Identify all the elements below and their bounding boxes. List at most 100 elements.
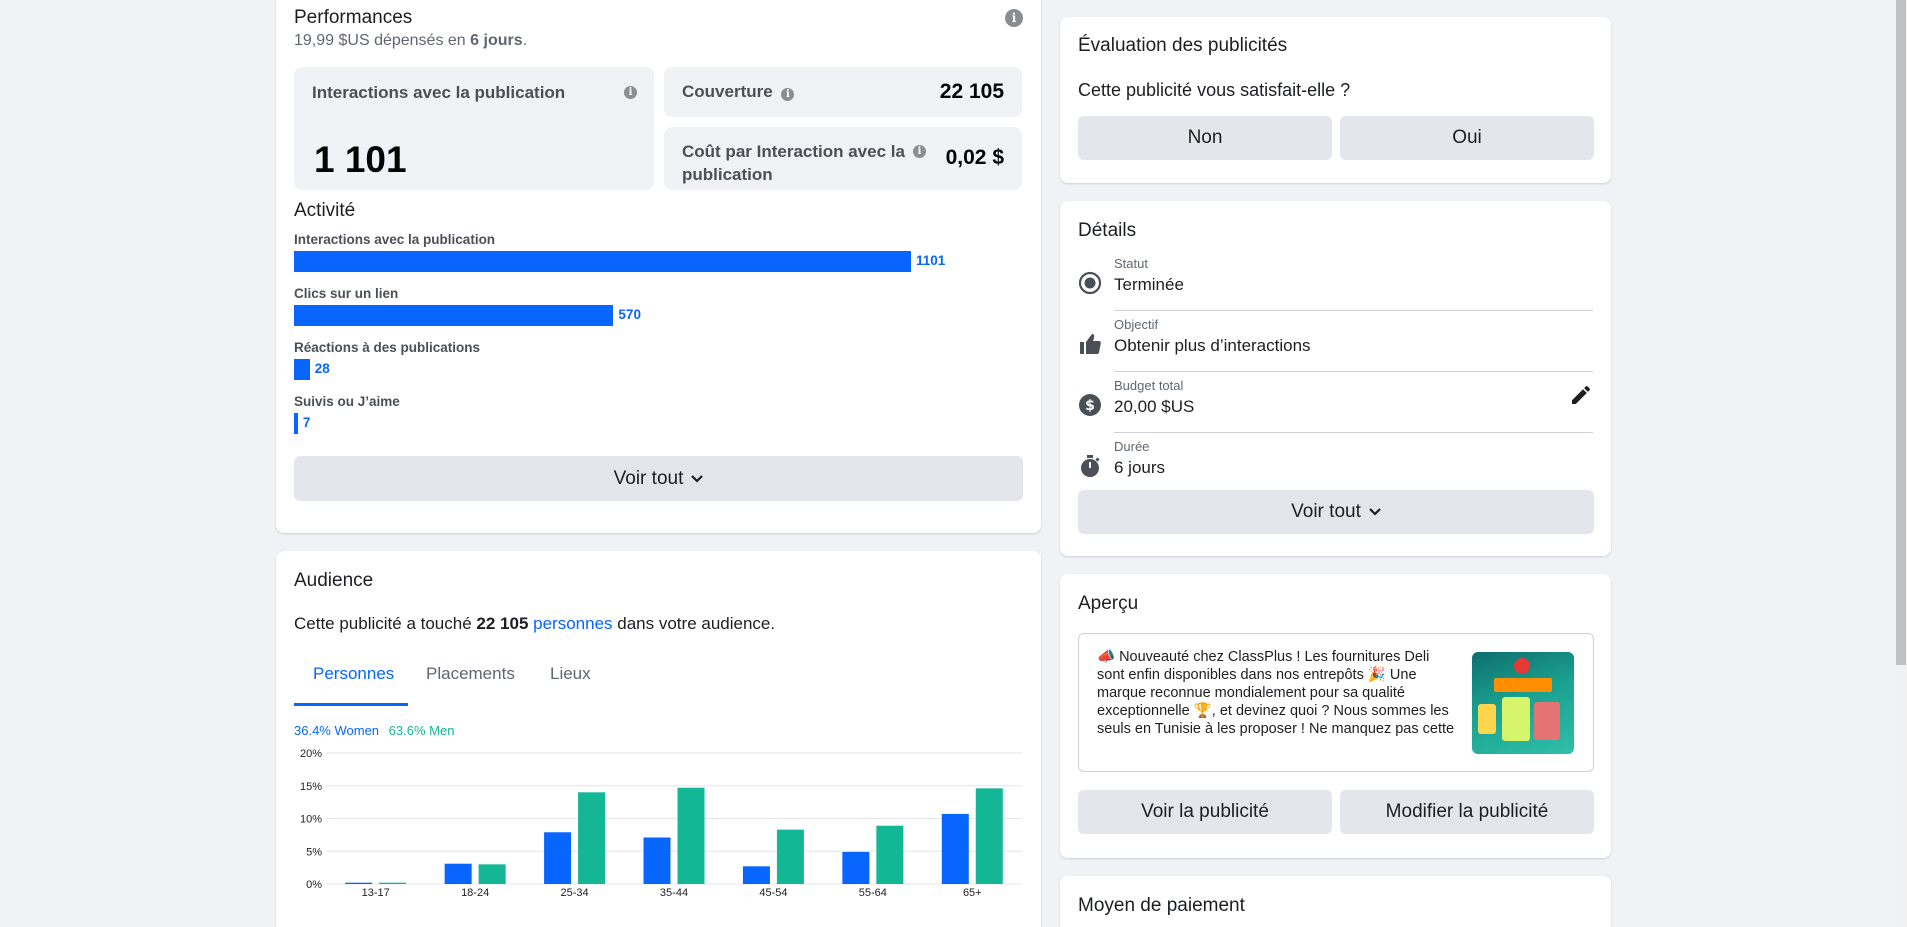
payment-title: Moyen de paiement bbox=[1078, 895, 1245, 916]
activity-bar bbox=[294, 359, 310, 380]
couverture-metric: Couverture i 22 105 bbox=[664, 67, 1022, 117]
audience-card: Audience Cette publicité a touché 22 105… bbox=[276, 551, 1041, 927]
ad-preview-text: 📣 Nouveauté chez ClassPlus ! Les fournit… bbox=[1097, 649, 1455, 737]
radio-status-icon bbox=[1078, 271, 1102, 295]
activity-see-all-button[interactable]: Voir tout bbox=[294, 456, 1023, 501]
y-tick-label: 10% bbox=[300, 814, 322, 826]
y-tick-label: 0% bbox=[306, 879, 322, 891]
cost-metric: Coût par Interaction avec la publication… bbox=[664, 127, 1022, 190]
yes-button[interactable]: Oui bbox=[1340, 116, 1594, 160]
women-bar bbox=[742, 866, 770, 884]
details-see-all-button[interactable]: Voir tout bbox=[1078, 490, 1594, 534]
x-tick-label: 55-64 bbox=[859, 887, 887, 899]
preview-card: Aperçu 📣 Nouveauté chez ClassPlus ! Les … bbox=[1060, 574, 1611, 858]
info-icon[interactable]: i bbox=[1005, 9, 1023, 27]
x-tick-label: 13-17 bbox=[362, 887, 390, 899]
men-bar bbox=[677, 787, 705, 884]
tab-lieux[interactable]: Lieux bbox=[550, 664, 591, 683]
interactions-metric: Interactions avec la publication i 1 101 bbox=[294, 67, 654, 190]
activity-bar bbox=[294, 251, 911, 272]
evaluation-title: Évaluation des publicités bbox=[1078, 35, 1288, 56]
detail-budget: $ Budget total 20,00 $US bbox=[1078, 373, 1593, 433]
edit-ad-button[interactable]: Modifier la publicité bbox=[1340, 790, 1594, 834]
men-bar bbox=[578, 792, 606, 884]
no-button[interactable]: Non bbox=[1078, 116, 1332, 160]
x-tick-label: 65+ bbox=[963, 887, 982, 899]
men-bar bbox=[876, 825, 904, 884]
cost-value: 0,02 $ bbox=[945, 146, 1004, 169]
couverture-value: 22 105 bbox=[939, 80, 1004, 103]
activity-value: 1101 bbox=[916, 253, 946, 268]
women-bar bbox=[444, 863, 472, 884]
view-ad-button[interactable]: Voir la publicité bbox=[1078, 790, 1332, 834]
preview-title: Aperçu bbox=[1078, 593, 1139, 614]
chevron-down-icon bbox=[1369, 508, 1381, 516]
page-scrollbar[interactable] bbox=[1895, 0, 1907, 927]
women-bar bbox=[941, 813, 969, 884]
women-bar bbox=[842, 851, 870, 884]
thumbnail-sticker bbox=[1478, 704, 1496, 734]
activity-title: Activité bbox=[294, 200, 356, 221]
info-icon[interactable]: i bbox=[781, 88, 795, 101]
tab-personnes-indicator bbox=[294, 703, 408, 706]
detail-objective: Objectif Obtenir plus d’interactions bbox=[1078, 312, 1593, 372]
y-tick-label: 20% bbox=[300, 748, 322, 760]
activity-label: Interactions avec la publication bbox=[294, 232, 496, 247]
thumbnail-pens bbox=[1534, 702, 1560, 740]
thumbs-up-icon bbox=[1080, 334, 1101, 354]
detail-status: Statut Terminée bbox=[1078, 251, 1593, 311]
activity-label: Réactions à des publications bbox=[294, 340, 481, 355]
activity-bar bbox=[294, 413, 298, 434]
couverture-label: Couverture i bbox=[682, 82, 795, 102]
activity-value: 7 bbox=[302, 415, 311, 430]
activity-value: 28 bbox=[314, 361, 330, 376]
brand-logo bbox=[1514, 658, 1530, 674]
y-tick-label: 5% bbox=[306, 846, 322, 858]
men-bar bbox=[776, 829, 804, 884]
women-bar bbox=[544, 832, 572, 884]
details-title: Détails bbox=[1078, 220, 1137, 241]
age-gender-chart: 0% 5% 10% 15% 20% 13-17 18-24 25-34 35-44 45-54 55… bbox=[300, 748, 1022, 899]
audience-title: Audience bbox=[294, 570, 374, 591]
pencil-edit-icon[interactable] bbox=[1569, 383, 1593, 407]
tab-personnes[interactable]: Personnes bbox=[313, 664, 395, 683]
stopwatch-icon bbox=[1081, 455, 1100, 477]
ad-thumbnail bbox=[1472, 652, 1574, 754]
evaluation-question: Cette publicité vous satisfait-elle ? bbox=[1078, 80, 1351, 100]
women-legend: 36.4% Women bbox=[294, 723, 380, 738]
activity-bar bbox=[294, 305, 614, 326]
svg-text:$: $ bbox=[1085, 398, 1095, 414]
people-link[interactable]: personnes bbox=[533, 614, 613, 633]
cost-label: Coût par Interaction avec la publication bbox=[682, 142, 905, 184]
details-card: Détails Statut Terminée Objectif Obtenir… bbox=[1060, 201, 1611, 556]
performance-card: Performances 19,99 $US dépensés en 6 jou… bbox=[276, 0, 1041, 533]
gender-legend: 36.4% Women 63.6% Men bbox=[294, 723, 454, 738]
women-bar bbox=[345, 882, 373, 884]
dollar-circle-icon: $ bbox=[1079, 394, 1101, 416]
info-icon[interactable]: i bbox=[624, 86, 637, 99]
men-legend: 63.6% Men bbox=[388, 723, 455, 738]
activity-value: 570 bbox=[618, 307, 641, 322]
thumbnail-banner bbox=[1494, 678, 1552, 692]
x-tick-label: 18-24 bbox=[461, 887, 489, 899]
activity-chart: Interactions avec la publication 1101 Clic… bbox=[294, 232, 994, 442]
performance-title: Performances bbox=[294, 7, 413, 28]
x-tick-label: 25-34 bbox=[561, 887, 589, 899]
women-bar bbox=[643, 837, 671, 884]
x-tick-label: 35-44 bbox=[660, 887, 688, 899]
men-bar bbox=[975, 788, 1003, 884]
chevron-down-icon bbox=[691, 474, 704, 483]
interactions-label: Interactions avec la publication bbox=[312, 83, 566, 102]
thumbnail-calculator bbox=[1502, 697, 1530, 741]
scrollbar-thumb[interactable] bbox=[1896, 0, 1906, 665]
evaluation-card: Évaluation des publicités Cette publicit… bbox=[1060, 17, 1611, 183]
activity-label: Suivis ou J’aime bbox=[294, 394, 400, 409]
payment-card: Moyen de paiement bbox=[1060, 876, 1611, 927]
tab-placements[interactable]: Placements bbox=[426, 664, 515, 683]
ad-preview-box[interactable]: 📣 Nouveauté chez ClassPlus ! Les fournit… bbox=[1078, 633, 1594, 772]
x-tick-label: 45-54 bbox=[759, 887, 787, 899]
y-tick-label: 15% bbox=[300, 781, 322, 793]
info-icon[interactable]: i bbox=[913, 145, 926, 158]
activity-label: Clics sur un lien bbox=[294, 286, 399, 301]
men-bar bbox=[379, 882, 407, 884]
